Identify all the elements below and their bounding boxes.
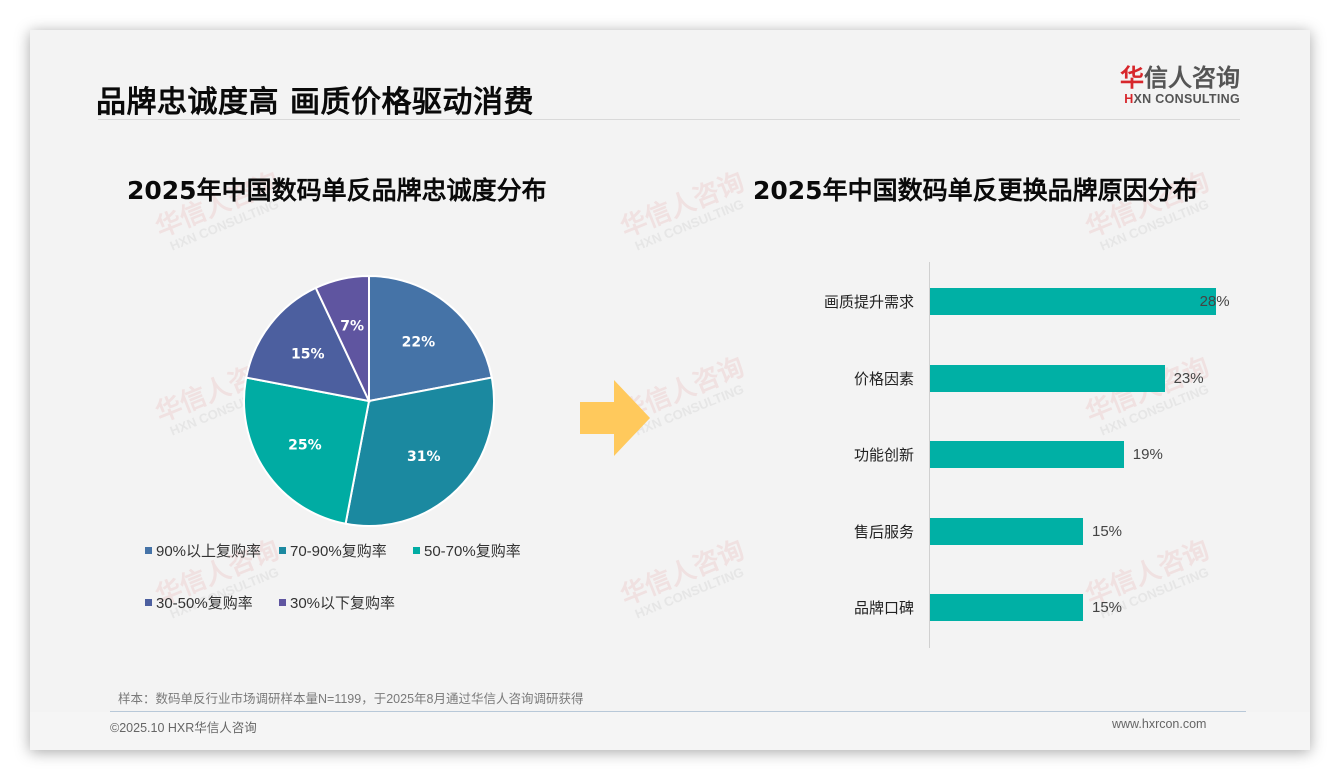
legend-item: 50-70%复购率 bbox=[413, 540, 521, 561]
arrow-right-icon bbox=[580, 380, 650, 456]
legend-label: 30%以下复购率 bbox=[290, 595, 396, 612]
legend-item: 30-50%复购率 bbox=[145, 592, 253, 613]
pie-chart: 22% 31% 25% 15% 7% bbox=[210, 272, 530, 532]
bar bbox=[930, 594, 1083, 621]
legend-label: 70-90%复购率 bbox=[290, 543, 387, 560]
pie-slice bbox=[243, 376, 371, 525]
pie-slice-label: 22% bbox=[402, 334, 436, 350]
bar-chart-title: 2025年中国数码单反更换品牌原因分布 bbox=[753, 176, 1198, 205]
bar bbox=[930, 441, 1124, 468]
pie-chart-title: 2025年中国数码单反品牌忠诚度分布 bbox=[127, 176, 547, 205]
bar-row: 功能创新 19% bbox=[790, 441, 1270, 469]
pie-slice-label: 25% bbox=[288, 438, 322, 454]
pie-slice bbox=[368, 274, 493, 403]
bar-row: 品牌口碑 15% bbox=[790, 594, 1270, 622]
logo-en: HXN CONSULTING bbox=[1124, 92, 1240, 106]
bar-category-label: 品牌口碑 bbox=[853, 599, 914, 617]
logo-cn: 华信人咨询 bbox=[1120, 64, 1240, 92]
legend-label: 30-50%复购率 bbox=[156, 595, 253, 612]
pie-slice bbox=[314, 274, 370, 402]
bar-value-label: 23% bbox=[1173, 370, 1204, 387]
legend-label: 50-70%复购率 bbox=[424, 543, 521, 560]
pie-chart-svg: 22% 31% 25% 15% 7% bbox=[243, 274, 495, 527]
sample-note: 样本：数码单反行业市场调研样本量N=1199，于2025年8月通过华信人咨询调研… bbox=[118, 692, 584, 706]
legend-swatch bbox=[279, 547, 286, 554]
company-logo: 华信人咨询 HXN CONSULTING bbox=[1110, 64, 1240, 106]
copyright-text: ©2025.10 HXR华信人咨询 bbox=[110, 721, 257, 735]
bar bbox=[930, 288, 1216, 315]
footer bbox=[30, 712, 1310, 750]
bar bbox=[930, 518, 1083, 545]
legend-swatch bbox=[145, 547, 152, 554]
bar-chart: 画质提升需求 28% 价格因素 23% 功能创新 19% 售后服务 15% 品牌口碑 15% bbox=[790, 262, 1270, 652]
bar-value-label: 19% bbox=[1132, 446, 1163, 463]
bar-value-label: 15% bbox=[1092, 599, 1123, 616]
page-title: 品牌忠诚度高 画质价格驱动消费 bbox=[96, 85, 534, 120]
title-divider bbox=[98, 119, 1240, 120]
slide: 华信人咨询 HXN CONSULTING 华信人咨询 HXN CONSULTING … bbox=[30, 30, 1310, 750]
legend-item: 70-90%复购率 bbox=[279, 540, 387, 561]
bar-row: 画质提升需求 28% bbox=[790, 288, 1270, 316]
bar-value-label: 28% bbox=[1199, 293, 1230, 310]
legend-swatch bbox=[279, 599, 286, 606]
bar-category-label: 价格因素 bbox=[853, 370, 914, 388]
bar-category-label: 画质提升需求 bbox=[823, 293, 914, 311]
legend-item: 30%以下复购率 bbox=[279, 592, 395, 613]
pie-slice-label: 7% bbox=[340, 318, 364, 334]
bar-row: 售后服务 15% bbox=[790, 518, 1270, 546]
pie-slice bbox=[245, 286, 371, 403]
bar bbox=[930, 365, 1165, 392]
bar-category-label: 功能创新 bbox=[853, 446, 914, 464]
legend-item: 90%以上复购率 bbox=[145, 540, 261, 561]
website-link[interactable]: www.hxrcon.com bbox=[1112, 717, 1207, 731]
legend-label: 90%以上复购率 bbox=[156, 543, 262, 560]
pie-slice-label: 15% bbox=[291, 346, 325, 362]
pie-slice-label: 31% bbox=[407, 449, 441, 465]
bar-category-label: 售后服务 bbox=[853, 523, 914, 541]
bar-value-label: 15% bbox=[1092, 523, 1123, 540]
legend-swatch bbox=[413, 547, 420, 554]
bar-chart-axis bbox=[929, 262, 930, 648]
legend-swatch bbox=[145, 599, 152, 606]
bar-row: 价格因素 23% bbox=[790, 365, 1270, 393]
footer-divider bbox=[110, 711, 1246, 712]
pie-slice bbox=[344, 376, 495, 527]
